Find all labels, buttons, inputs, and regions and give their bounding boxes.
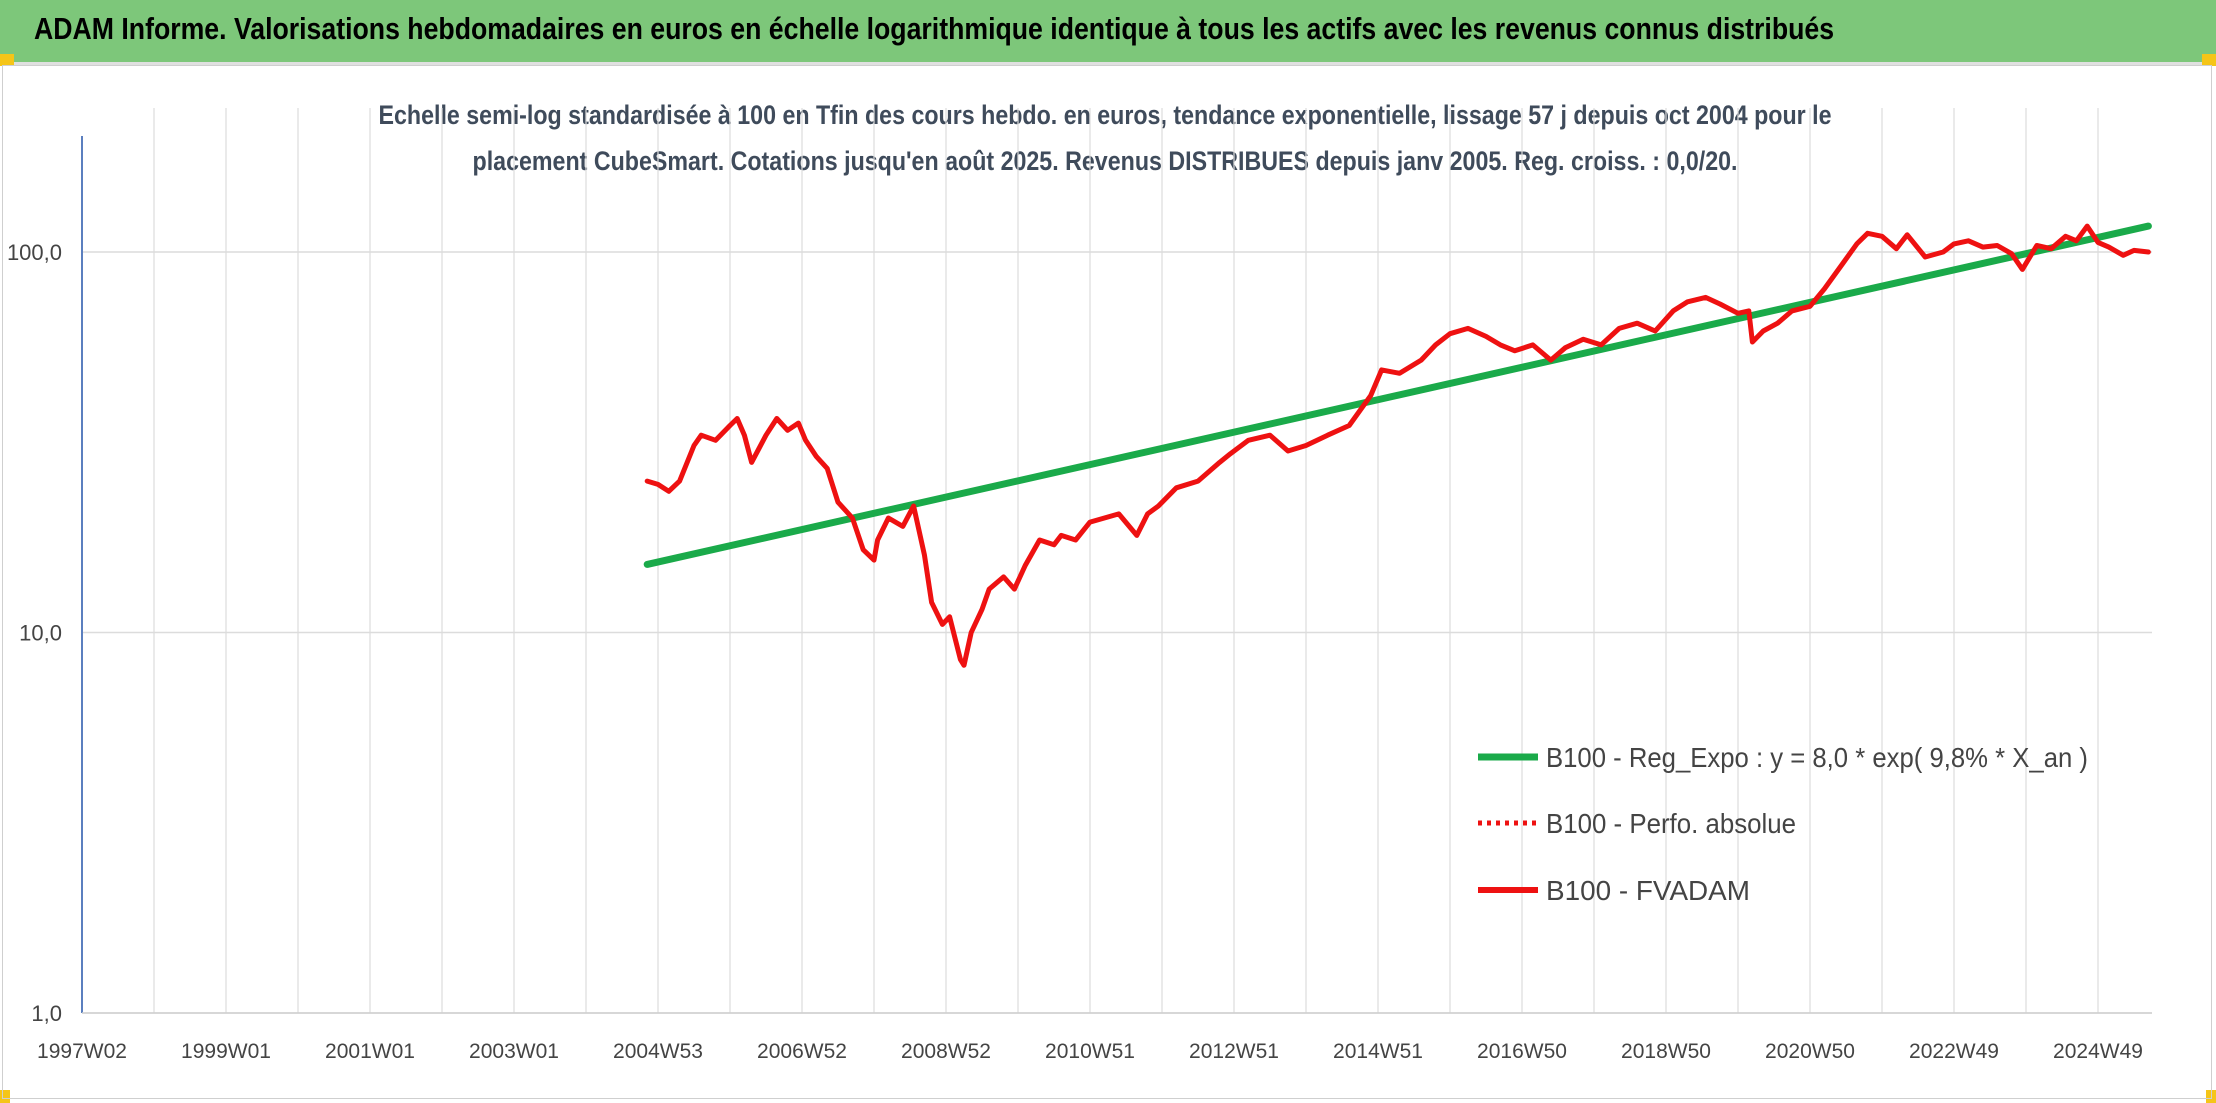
x-tick-label: 2008W52 bbox=[901, 1040, 991, 1063]
x-tick-label: 2024W49 bbox=[2053, 1040, 2143, 1063]
chart-title-line-2: placement CubeSmart. Cotations jusqu'en … bbox=[472, 146, 1738, 176]
x-tick-label: 2001W01 bbox=[325, 1040, 415, 1063]
corner-marker-top-left bbox=[0, 54, 14, 66]
x-tick-label: 2016W50 bbox=[1477, 1040, 1567, 1063]
series-layer bbox=[643, 222, 2152, 668]
report-banner: ADAM Informe. Valorisations hebdomadaire… bbox=[0, 0, 2216, 65]
x-tick-label: 2018W50 bbox=[1621, 1040, 1711, 1063]
chart-title-line-1: Echelle semi-log standardisée à 100 en T… bbox=[378, 100, 1832, 130]
chart-title: Echelle semi-log standardisée à 100 en T… bbox=[353, 92, 1858, 184]
x-tick-label: 2006W52 bbox=[757, 1040, 847, 1063]
x-tick-label: 1999W01 bbox=[181, 1040, 271, 1063]
legend: B100 - Reg_Expo : y = 8,0 * exp( 9,8% * … bbox=[1478, 742, 2088, 906]
fvadam-line bbox=[644, 223, 2151, 668]
report-title: ADAM Informe. Valorisations hebdomadaire… bbox=[34, 11, 1835, 46]
y-tick-label: 1,0 bbox=[31, 1001, 62, 1026]
x-tick-label: 2003W01 bbox=[469, 1040, 559, 1063]
legend-label: B100 - Reg_Expo : y = 8,0 * exp( 9,8% * … bbox=[1546, 742, 2088, 773]
chart-frame bbox=[2, 65, 2212, 1099]
corner-marker-bottom-left bbox=[0, 1090, 10, 1103]
x-tick-label: 1997W02 bbox=[37, 1040, 127, 1063]
grid-lines bbox=[82, 108, 2152, 1014]
axes: 1,0 10,0 100,0 1997W02 1999W01 2001W01 2003W01… bbox=[7, 136, 2152, 1063]
x-tick-label: 2010W51 bbox=[1045, 1040, 1135, 1063]
x-tick-label: 2004W53 bbox=[613, 1040, 703, 1063]
legend-label: B100 - Perfo. absolue bbox=[1546, 808, 1796, 839]
x-tick-label: 2014W51 bbox=[1333, 1040, 1423, 1063]
y-tick-label: 10,0 bbox=[19, 621, 62, 646]
x-tick-label: 2020W50 bbox=[1765, 1040, 1855, 1063]
regression-line bbox=[643, 222, 2152, 568]
corner-marker-top-right bbox=[2202, 54, 2216, 66]
y-tick-label: 100,0 bbox=[7, 240, 62, 265]
legend-label: B100 - FVADAM bbox=[1546, 875, 1750, 906]
x-tick-label: 2022W49 bbox=[1909, 1040, 1999, 1063]
x-tick-label: 2012W51 bbox=[1189, 1040, 1279, 1063]
